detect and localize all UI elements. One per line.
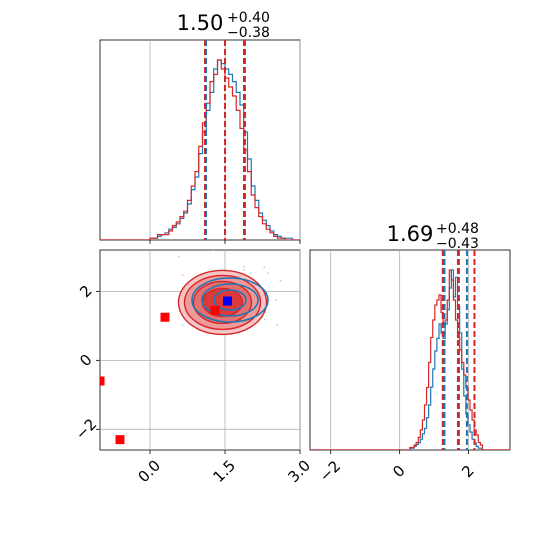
marker-square [160, 312, 170, 322]
y-tick-label: −2 [72, 415, 100, 443]
marker-square [115, 435, 125, 445]
title-plus: +0.40 [227, 10, 270, 26]
sample-point [243, 269, 246, 271]
axes-frame [309, 249, 511, 451]
contour-red [201, 287, 244, 318]
x-tick-labels: 0.0 1.5 3.0 [134, 456, 314, 486]
title-minus: −0.38 [227, 25, 270, 41]
y-tick-label: 0 [76, 351, 95, 370]
title-param-2: 1.69 [387, 222, 434, 246]
x-tick-label: 2 [458, 462, 477, 481]
sample-point [177, 255, 180, 258]
sample-point [212, 250, 215, 252]
sample-point [267, 272, 270, 275]
x-tick-labels: −2 0 2 [316, 457, 478, 485]
x-tick-label: −2 [316, 457, 344, 485]
histogram-series [100, 59, 300, 240]
histogram-line [310, 269, 510, 450]
contour-blue [213, 289, 247, 311]
sample-point [275, 299, 277, 301]
density-contours [177, 269, 269, 336]
y-tick-label: 2 [76, 282, 95, 301]
sample-point [276, 324, 279, 326]
tick-marks [96, 290, 301, 454]
tick-marks [149, 240, 301, 244]
title-minus: −0.43 [436, 236, 479, 252]
sample-point [242, 265, 245, 268]
panel-bottom-right-histogram: −2 0 2 1.69 +0.48 −0.43 [309, 221, 511, 485]
x-tick-label: 0 [389, 462, 408, 481]
marker-square [100, 376, 105, 386]
sample-point [250, 272, 252, 275]
marker-square [223, 296, 232, 306]
quantile-lines [441, 250, 476, 450]
title-plus: +0.48 [436, 221, 479, 237]
marker-square [210, 305, 220, 315]
panel-bottom-left-2d: 0.0 1.5 3.0 −2 0 2 [72, 249, 314, 486]
x-tick-label: 1.5 [209, 456, 239, 486]
x-tick-label: 0.0 [134, 456, 164, 486]
title-value: 1.69 [387, 222, 434, 246]
title-value: 1.50 [177, 11, 224, 35]
panel-top-left-histogram: 1.50 +0.40 −0.38 [99, 10, 301, 244]
sample-point [279, 279, 282, 282]
title-param-1: 1.50 [177, 11, 224, 35]
sample-point [181, 274, 184, 277]
quantile-lines [204, 40, 246, 240]
contour-blue [191, 277, 269, 323]
grid [330, 250, 470, 450]
histogram-series [310, 269, 510, 450]
histogram-line [310, 269, 510, 450]
histogram-line [100, 59, 300, 240]
tick-marks [330, 450, 470, 454]
x-tick-label: 3.0 [284, 456, 314, 486]
y-tick-labels: −2 0 2 [72, 282, 100, 444]
contour-blue [201, 283, 259, 317]
axes-frame [99, 39, 301, 241]
sample-point [263, 266, 266, 269]
sample-point [181, 324, 184, 327]
sample-point [263, 318, 266, 321]
markers [100, 296, 232, 445]
